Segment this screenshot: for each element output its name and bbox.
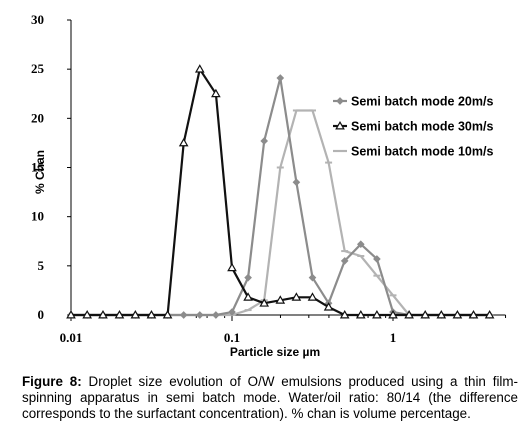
- y-tick-label: 0: [38, 307, 45, 322]
- data-point: [98, 309, 108, 319]
- legend-label: Semi batch mode 10m/s: [351, 145, 493, 159]
- legend-label: Semi batch mode 30m/s: [351, 120, 493, 134]
- legend: Semi batch mode 20m/s Semi batch mode 30m…: [333, 95, 493, 159]
- y-tick-label: 25: [31, 61, 45, 76]
- data-point: [227, 262, 237, 272]
- data-point: [340, 257, 349, 265]
- data-point: [114, 309, 125, 319]
- data-point: [194, 64, 205, 73]
- data-point: [275, 295, 286, 304]
- series-line: [71, 76, 490, 317]
- data-point: [339, 309, 350, 319]
- data-point: [243, 292, 253, 301]
- data-point: [388, 309, 398, 319]
- data-point: [66, 309, 76, 319]
- y-axis-ticks: 0 5 10 15 20 25 30: [31, 12, 71, 322]
- data-point: [308, 273, 317, 282]
- plot-area: [66, 64, 495, 319]
- data-point: [228, 308, 236, 316]
- data-point: [244, 273, 252, 282]
- data-point: [130, 309, 141, 319]
- legend-marker: [335, 120, 345, 130]
- series-1: [66, 64, 495, 319]
- data-point: [82, 309, 92, 319]
- data-point: [420, 309, 431, 319]
- y-tick-label: 5: [38, 258, 45, 273]
- data-point: [179, 311, 188, 319]
- data-point: [452, 309, 463, 319]
- legend-marker: [336, 97, 344, 105]
- data-point: [162, 309, 173, 319]
- legend-label: Semi batch mode 20m/s: [351, 95, 493, 109]
- data-point: [356, 240, 365, 249]
- x-axis-label: Particle size µm: [230, 345, 320, 359]
- caption-text: Droplet size evolution of O/W emulsions …: [22, 374, 519, 421]
- data-point: [291, 292, 302, 301]
- data-point: [146, 309, 157, 319]
- data-point: [212, 311, 220, 319]
- data-point: [259, 298, 270, 307]
- series-0: [67, 74, 494, 319]
- data-point: [307, 292, 318, 301]
- figure-caption: Figure 8: Droplet size evolution of O/W …: [22, 374, 518, 422]
- x-tick-label: 0.01: [60, 330, 83, 345]
- data-point: [436, 309, 447, 319]
- caption-label: Figure 8:: [22, 374, 82, 389]
- series-line: [71, 109, 490, 317]
- data-point: [211, 88, 221, 98]
- data-point: [178, 137, 189, 147]
- chart: 0 5 10 15 20 25 30 0.01 0.1 1 Semi batch mode 20…: [31, 12, 507, 359]
- data-point: [260, 137, 269, 145]
- x-tick-label: 0.1: [224, 330, 240, 345]
- data-point: [404, 309, 414, 319]
- data-point: [484, 309, 495, 319]
- data-point: [276, 74, 285, 82]
- data-point: [292, 178, 301, 187]
- x-tick-label: 1: [390, 330, 397, 345]
- chart-axes: [70, 20, 506, 316]
- y-tick-label: 15: [31, 160, 45, 175]
- series-2: [67, 109, 494, 317]
- data-point: [195, 311, 204, 319]
- data-point: [468, 309, 479, 319]
- data-point: [372, 309, 382, 319]
- y-axis-label: % Chan: [33, 150, 47, 194]
- y-tick-label: 10: [31, 209, 44, 224]
- x-axis-ticks: 0.01 0.1 1: [60, 315, 507, 345]
- data-point: [355, 309, 366, 319]
- data-point: [323, 302, 334, 311]
- y-tick-label: 30: [31, 12, 44, 27]
- y-tick-label: 20: [31, 110, 44, 125]
- data-point: [373, 255, 381, 263]
